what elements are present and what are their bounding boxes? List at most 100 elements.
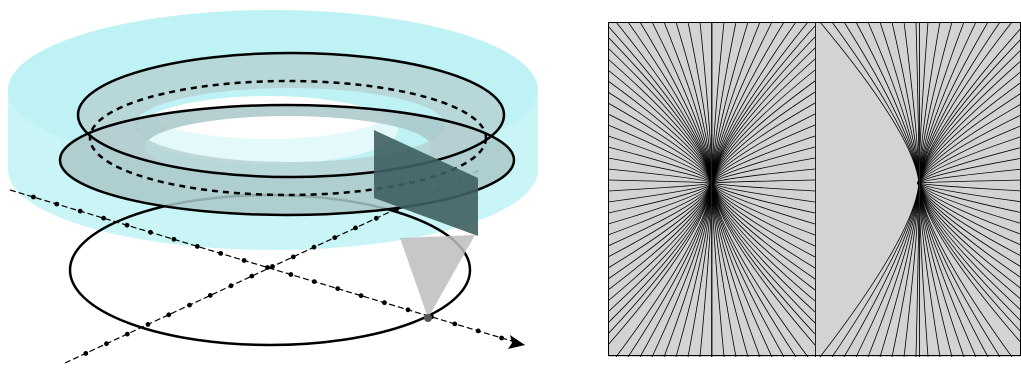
axis-dot <box>194 244 200 249</box>
field-line <box>711 182 809 357</box>
axis-dot <box>311 279 317 284</box>
axis-dot <box>31 194 36 200</box>
field-line <box>918 182 1021 224</box>
axis-dot <box>124 222 130 228</box>
band-midline-dashed <box>88 79 488 197</box>
field-line <box>608 168 713 184</box>
field-line <box>608 135 713 184</box>
axis-dot <box>335 286 341 291</box>
axis-dot <box>166 312 172 318</box>
field-line <box>711 182 816 192</box>
field-line <box>608 182 713 280</box>
axis-dot <box>332 235 338 241</box>
projection-cone <box>400 235 475 318</box>
field-line <box>918 182 1021 246</box>
field-line <box>918 182 1021 257</box>
left-panel-torus-diagram <box>8 10 538 364</box>
field-line <box>608 157 713 184</box>
field-line <box>711 182 816 247</box>
field-line <box>918 136 1021 184</box>
field-line <box>918 125 1021 184</box>
field-line <box>918 182 1021 289</box>
axis-dot <box>101 215 106 221</box>
field-line <box>711 179 816 184</box>
axis-arrowhead <box>508 335 525 349</box>
axis-dot <box>171 236 177 242</box>
field-line <box>918 182 1021 279</box>
field-line <box>608 182 713 269</box>
axis-dot <box>83 351 89 356</box>
field-line <box>608 124 713 184</box>
axis-dot <box>124 331 130 337</box>
cylinder-hole-wall <box>138 105 398 164</box>
field-line <box>608 182 713 203</box>
axis-dot <box>475 328 481 334</box>
field-line <box>918 182 1021 213</box>
axis-dot <box>270 264 275 269</box>
axis-dot <box>382 300 387 306</box>
field-line <box>711 182 816 280</box>
axis-dot <box>452 321 458 327</box>
field-line <box>608 182 713 192</box>
axis-dot <box>311 244 317 250</box>
field-line <box>608 179 713 184</box>
field-line <box>608 182 713 214</box>
field-line <box>711 124 816 184</box>
field-line <box>711 182 816 346</box>
field-line <box>711 182 816 203</box>
field-line <box>918 157 1021 184</box>
axis-dot <box>77 208 83 214</box>
section-plane <box>374 130 478 236</box>
field-line <box>918 182 1021 203</box>
projection-point <box>424 314 432 322</box>
field-line <box>608 146 713 184</box>
axis-dot <box>265 265 270 270</box>
vertical-dividers <box>711 22 920 357</box>
axis-dot <box>241 258 247 263</box>
field-line <box>918 182 1021 268</box>
field-line <box>918 179 1021 184</box>
axis-dot <box>358 293 364 299</box>
axis-dot <box>228 283 234 289</box>
axis-dot <box>104 341 109 347</box>
field-line <box>711 22 809 184</box>
field-line <box>918 182 1021 344</box>
field-line <box>608 182 713 346</box>
axis-dot <box>405 307 411 313</box>
axis-dot <box>353 225 358 231</box>
axis-dot <box>54 201 60 207</box>
field-line <box>608 182 713 225</box>
field-line <box>918 114 1021 184</box>
field-line <box>608 113 713 184</box>
field-line <box>711 182 816 236</box>
axis-dot <box>148 229 153 235</box>
field-line <box>711 182 816 291</box>
field-line <box>608 182 713 236</box>
field-line <box>711 113 816 184</box>
field-line <box>711 168 816 184</box>
axis-dot <box>288 272 294 277</box>
axis-dot <box>290 254 296 260</box>
right-panel-field-lines <box>608 22 1021 357</box>
field-line-group <box>608 22 1021 357</box>
axis-dot <box>373 215 379 221</box>
field-line <box>711 146 816 184</box>
axis-dot <box>187 302 192 308</box>
axis-dot <box>249 273 255 279</box>
field-line <box>918 182 1021 235</box>
field-line <box>608 182 713 291</box>
band-raised-top <box>77 52 505 178</box>
axis-dot <box>218 251 224 256</box>
axis-dot <box>145 322 151 327</box>
field-line <box>711 135 816 184</box>
field-line <box>608 182 713 247</box>
field-line <box>918 147 1021 184</box>
field-line <box>918 182 1021 192</box>
axis-dots-1 <box>31 194 504 341</box>
axis-dot <box>207 293 213 298</box>
field-line <box>918 182 1013 357</box>
field-line <box>711 182 816 225</box>
field-line <box>711 182 816 214</box>
field-line <box>711 182 816 258</box>
